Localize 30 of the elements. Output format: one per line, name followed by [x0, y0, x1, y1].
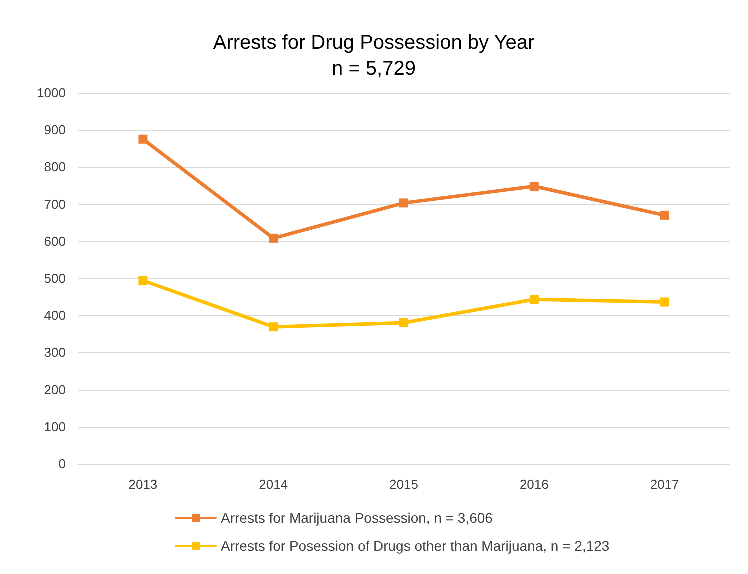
chart-title: Arrests for Drug Possession by Year	[213, 32, 535, 54]
point	[269, 234, 278, 243]
point	[138, 276, 148, 286]
point	[138, 134, 148, 144]
x-tick-label: 2015	[390, 477, 418, 492]
x-tick-label: 2017	[650, 477, 680, 492]
chart-subtitle: n = 5,729	[332, 58, 416, 80]
x-tick-label: 2014	[259, 477, 288, 492]
y-tick-label: 500	[44, 271, 66, 286]
y-tick-label: 900	[44, 122, 66, 138]
x-tick-label: 2013	[128, 477, 158, 492]
point	[400, 198, 408, 208]
point	[530, 182, 539, 191]
y-tick-label: 400	[44, 308, 66, 324]
y-tick-label: 300	[44, 345, 66, 360]
y-tick-label: 1000	[37, 86, 66, 100]
point	[269, 322, 278, 332]
y-tick-label: 0	[58, 456, 66, 472]
point	[660, 298, 670, 307]
y-tick-label: 100	[44, 419, 66, 434]
y-tick-label: 700	[44, 196, 66, 212]
point	[660, 210, 670, 220]
legend-label: Arrests for Posession of Drugs other than Marijuana, n = 2,123	[221, 538, 610, 554]
point	[400, 318, 408, 328]
legend-label: Arrests for Marijuana Possession, n = 3,606	[221, 510, 494, 526]
y-tick-label: 800	[44, 160, 66, 175]
y-tick-label: 600	[44, 234, 66, 249]
point	[530, 295, 539, 304]
y-tick-label: 200	[44, 382, 66, 398]
x-tick-label: 2016	[520, 477, 549, 492]
